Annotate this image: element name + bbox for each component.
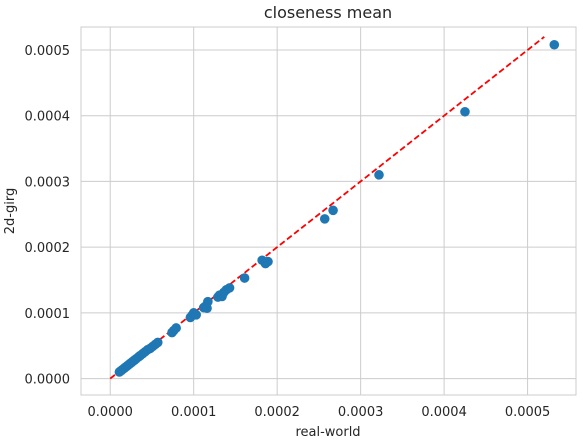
x-tick-label: 0.0004 <box>421 405 467 420</box>
data-point <box>224 283 235 293</box>
axes-frame <box>80 26 577 396</box>
data-point <box>152 337 163 348</box>
x-tick-label: 0.0003 <box>338 405 384 420</box>
data-point <box>549 39 560 50</box>
data-point <box>328 205 338 216</box>
plot-area-border <box>80 26 577 396</box>
y-tick-label: 0.0003 <box>25 175 71 190</box>
data-point <box>319 214 330 224</box>
data-points <box>114 39 560 377</box>
reference-line-group <box>109 36 545 380</box>
x-axis-label: real-world <box>295 425 360 440</box>
y-axis-label: 2d-girg <box>3 188 18 234</box>
y-tick-label: 0.0002 <box>25 241 71 256</box>
chart-title: closeness mean <box>264 3 392 22</box>
y-tick-label: 0.0001 <box>25 307 71 322</box>
x-tick-label: 0.0000 <box>87 405 133 420</box>
data-point <box>191 310 201 320</box>
data-point <box>203 296 213 307</box>
grid <box>81 27 576 395</box>
y-tick-label: 0.0004 <box>25 110 71 125</box>
x-tick-label: 0.0005 <box>505 405 551 420</box>
data-point <box>460 106 470 117</box>
data-point <box>374 170 384 180</box>
reference-line <box>109 36 545 380</box>
y-tick-label: 0.0000 <box>25 373 71 388</box>
y-tick-label: 0.0005 <box>25 44 71 59</box>
data-point <box>239 273 250 283</box>
data-point <box>171 323 181 333</box>
x-tick-label: 0.0002 <box>254 405 300 420</box>
data-point <box>263 256 273 267</box>
x-tick-labels: 0.0000 0.0001 0.0002 0.0003 0.0004 0.0005 <box>87 405 550 420</box>
y-tick-labels: 0.0000 0.0001 0.0002 0.0003 0.0004 0.0005 <box>25 44 71 388</box>
x-tick-label: 0.0001 <box>171 405 217 420</box>
